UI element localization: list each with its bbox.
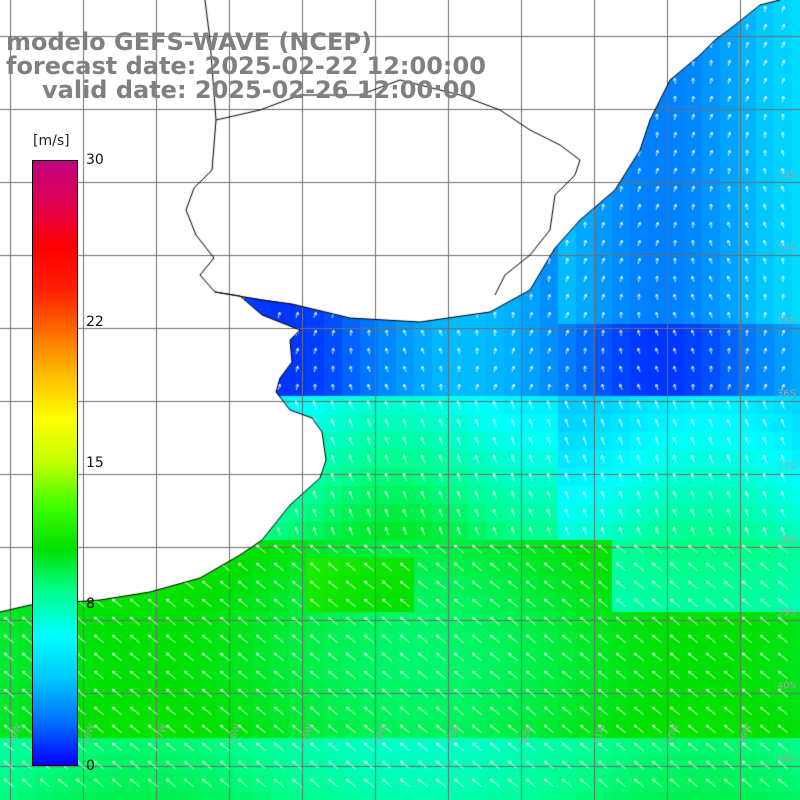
latitude-label: 38S — [776, 534, 796, 546]
latitude-label: 37S — [776, 461, 796, 473]
colorbar-tick-label: 8 — [86, 596, 95, 613]
latitude-label: 40S — [776, 680, 796, 692]
latitude-label: 39S — [776, 607, 796, 619]
latitude-label: 34S — [776, 242, 796, 254]
valid-date: valid date: 2025-02-26 12:00:00 — [42, 76, 477, 104]
latitude-label: 41S — [776, 753, 796, 765]
colorbar-unit: [m/s] — [33, 133, 70, 149]
forecast-date: forecast date: 2025-02-22 12:00:00 — [6, 52, 486, 80]
latitude-label: 36S — [776, 388, 796, 400]
latitude-label: 33S — [776, 169, 796, 181]
colorbar — [32, 160, 78, 766]
colorbar-tick-label: 15 — [86, 455, 104, 471]
latitude-label: 35S — [776, 315, 796, 327]
colorbar-tick-label: 22 — [86, 313, 104, 330]
colorbar-tick-label: 0 — [86, 758, 95, 774]
model-title: modelo GEFS-WAVE (NCEP) — [6, 28, 372, 56]
map-title: modelo GEFS-WAVE (NCEP) forecast date: 2… — [6, 30, 486, 102]
colorbar-tick-label: 30 — [86, 152, 104, 168]
